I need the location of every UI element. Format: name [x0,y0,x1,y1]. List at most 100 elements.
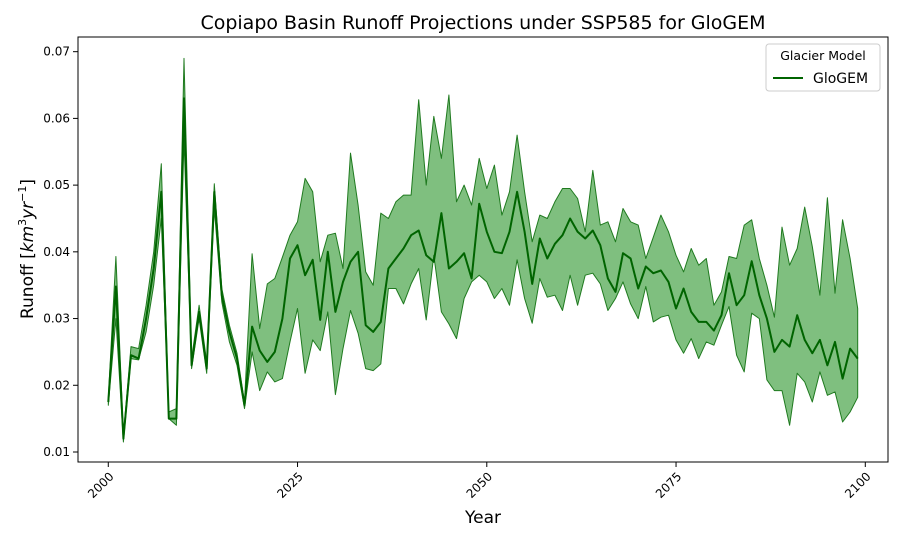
data-point-2055 [523,230,526,233]
data-point-2069 [629,257,632,260]
data-point-2092 [803,338,806,341]
data-point-2002 [122,437,125,440]
data-point-2065 [599,244,602,247]
y-tick-label: 0.07 [43,45,70,59]
x-tick-label: 2075 [653,469,684,500]
data-point-2059 [553,242,556,245]
y-axis-label-unit2: yr [18,201,38,220]
data-point-2070 [637,287,640,290]
data-point-2022 [273,350,276,353]
data-point-2046 [455,260,458,263]
data-point-2082 [727,272,730,275]
data-point-2083 [735,304,738,307]
data-point-2020 [258,349,261,352]
legend-title: Glacier Model [780,48,866,63]
data-point-2034 [364,324,367,327]
x-tick-label: 2100 [842,469,873,500]
data-point-2016 [228,330,231,333]
data-point-2099 [856,357,859,360]
data-point-2019 [251,325,254,328]
data-point-2030 [334,310,337,313]
data-point-2013 [205,367,208,370]
data-point-2041 [417,229,420,232]
data-point-2010 [182,97,185,100]
x-axis: 2000 2025 2050 2075 2100 [85,462,874,501]
data-point-2087 [765,317,768,320]
series-glogem-range-band [107,57,859,443]
data-point-2040 [410,234,413,237]
data-point-2036 [379,320,382,323]
data-point-2033 [357,250,360,253]
data-point-2044 [440,212,443,215]
data-point-2081 [720,314,723,317]
y-tick-label: 0.02 [43,378,70,392]
plot-frame [77,36,889,463]
data-point-2026 [304,274,307,277]
data-point-2096 [833,340,836,343]
data-point-2074 [667,280,670,283]
data-point-2017 [235,357,238,360]
y-axis-label-suffix: ] [18,179,38,186]
data-point-2079 [705,320,708,323]
data-point-2072 [652,272,655,275]
data-point-2062 [576,230,579,233]
data-point-2057 [538,237,541,240]
y-axis: 0.01 0.02 0.03 0.04 0.05 0.06 0.07 [43,45,78,459]
data-point-2098 [849,347,852,350]
data-point-2039 [402,247,405,250]
data-point-2086 [758,294,761,297]
data-point-2000 [107,400,110,403]
data-point-2097 [841,377,844,380]
y-axis-label: Runoff [km3yr−1] [16,179,38,319]
data-point-2011 [190,364,193,367]
legend: Glacier Model GloGEM [765,43,881,92]
data-point-2077 [690,310,693,313]
y-tick-label: 0.03 [43,312,70,326]
data-point-2009 [175,417,178,420]
x-axis-label: Year [464,508,501,528]
data-point-2091 [796,314,799,317]
data-point-2024 [288,257,291,260]
chart-title: Copiapo Basin Runoff Projections under S… [200,12,765,34]
data-point-2085 [750,260,753,263]
data-point-2037 [387,267,390,270]
data-point-2056 [531,282,534,285]
plot-area [107,57,859,443]
y-axis-label-exp2: −1 [16,186,29,202]
legend-entry-glogem: GloGEM [813,71,868,87]
y-axis-label-prefix: Runoff [ [18,252,38,319]
data-point-2029 [326,250,329,253]
data-point-2015 [220,294,223,297]
data-point-2089 [780,338,783,341]
data-point-2035 [372,330,375,333]
data-point-2068 [621,252,624,255]
data-point-2025 [296,244,299,247]
data-point-2008 [167,417,170,420]
data-point-2076 [682,287,685,290]
data-point-2063 [584,237,587,240]
data-point-2018 [243,404,246,407]
data-point-2021 [266,360,269,363]
data-point-2032 [349,260,352,263]
data-point-2095 [826,364,829,367]
data-point-2094 [818,338,821,341]
data-point-2093 [811,352,814,355]
x-tick-label: 2050 [464,469,495,500]
data-point-2088 [773,350,776,353]
y-tick-label: 0.05 [43,178,70,192]
data-point-2038 [394,257,397,260]
legend-box [765,43,881,92]
data-point-2042 [425,254,428,257]
data-point-2058 [546,257,549,260]
data-point-2067 [614,290,617,293]
data-point-2027 [311,258,314,261]
x-tick-label: 2025 [274,469,305,500]
data-point-2012 [198,310,201,313]
data-point-2060 [561,234,564,237]
data-point-2047 [463,252,466,255]
data-point-2043 [432,260,435,263]
data-point-2049 [478,202,481,205]
data-point-2051 [493,250,496,253]
y-axis-label-exp1: 3 [16,219,29,226]
